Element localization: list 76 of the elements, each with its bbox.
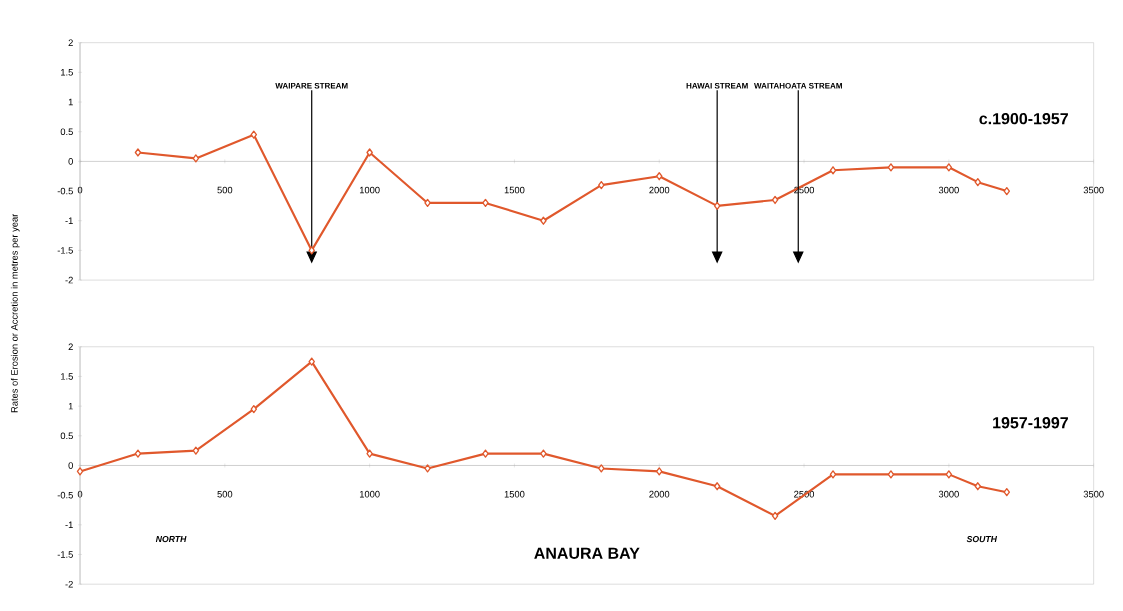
y-tick-label: -2 <box>65 276 73 284</box>
annotation: SOUTH <box>966 536 998 543</box>
point <box>771 195 779 205</box>
point <box>424 198 431 208</box>
x-tick-label: 3500 <box>1083 186 1104 194</box>
y-tick-label: 0.5 <box>60 128 73 136</box>
x-tick-label: 2000 <box>649 186 670 194</box>
point <box>1003 488 1011 497</box>
point <box>134 148 142 157</box>
point <box>974 482 982 491</box>
x-tick-label: 3500 <box>1083 490 1104 498</box>
y-tick-label: 1.5 <box>61 69 73 76</box>
point <box>974 178 982 187</box>
ref-line-label: HAWAI STREAM <box>686 82 748 89</box>
point <box>482 198 489 208</box>
point <box>829 166 837 175</box>
point <box>134 449 142 458</box>
y-tick-label: -1 <box>65 217 73 225</box>
x-axis-title: ANAURA BAY <box>534 547 640 559</box>
point <box>250 405 258 414</box>
point <box>945 470 953 479</box>
point <box>655 172 663 181</box>
point <box>1003 187 1011 196</box>
text: c.1900-1957 <box>979 113 1068 125</box>
x-tick-label: 0 <box>77 490 83 498</box>
y-axis-title: Rates of Erosion or Accretion in metres per year <box>10 213 20 413</box>
point <box>887 470 895 479</box>
y-tick-label: 2 <box>68 39 73 47</box>
point <box>482 449 489 458</box>
y-tick-label: 2 <box>68 343 73 351</box>
point <box>308 357 315 366</box>
point <box>945 163 953 172</box>
x-tick-label: 0 <box>77 186 83 194</box>
point <box>76 467 84 476</box>
point <box>250 130 258 139</box>
point <box>192 446 200 455</box>
ref-line-label: WAITAHOATA STREAM <box>754 82 842 89</box>
x-tick-label: 1500 <box>504 490 525 498</box>
y-tick-label: -0.5 <box>57 491 73 499</box>
point <box>540 216 547 225</box>
y-tick-label: -1 <box>65 521 73 529</box>
point <box>540 449 547 458</box>
point <box>713 482 721 491</box>
point <box>308 246 315 255</box>
x-tick-label: 2000 <box>649 490 670 498</box>
point <box>771 511 779 521</box>
y-tick-label: -0.5 <box>57 187 73 195</box>
x-tick-label: 3000 <box>938 186 959 194</box>
y-tick-label: 0 <box>68 462 73 469</box>
y-tick-label: -1.5 <box>57 551 73 558</box>
x-tick-label: 500 <box>217 490 233 498</box>
point <box>424 464 431 473</box>
point <box>713 201 721 211</box>
x-tick-label: 1000 <box>359 490 380 498</box>
point <box>366 449 373 458</box>
annotation: NORTH <box>155 536 187 543</box>
text: 1957-1997 <box>993 417 1068 429</box>
point <box>598 464 605 473</box>
x-tick-label: 1500 <box>504 186 525 194</box>
point <box>366 148 373 157</box>
y-tick-label: 1 <box>68 98 73 106</box>
point <box>887 163 895 172</box>
x-tick-label: 500 <box>217 186 233 194</box>
ref-line-label: WAIPARE STREAM <box>275 82 348 89</box>
point <box>655 467 663 476</box>
y-tick-label: 0 <box>68 158 73 165</box>
point <box>598 181 605 190</box>
x-tick-label: 1000 <box>359 186 380 194</box>
y-tick-label: 1.5 <box>61 373 73 380</box>
point <box>192 154 200 163</box>
x-tick-label: 3000 <box>938 490 959 498</box>
y-tick-label: 0.5 <box>60 432 73 440</box>
point <box>829 470 837 479</box>
y-tick-label: 1 <box>68 402 73 410</box>
y-tick-label: -1.5 <box>57 247 73 254</box>
y-tick-label: -2 <box>65 581 73 588</box>
